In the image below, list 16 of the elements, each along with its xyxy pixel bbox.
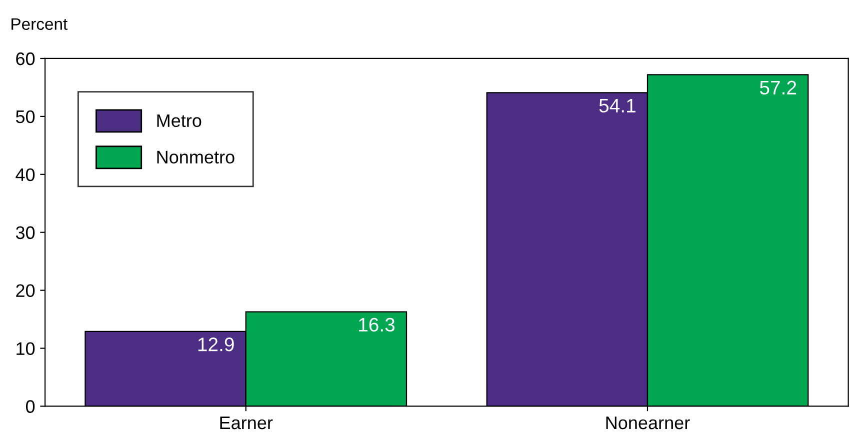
y-tick-label: 60 [16,52,35,66]
y-tick-label: 0 [26,400,35,413]
y-axis-title: Percent [12,18,68,30]
data-label: 16.3 [359,318,395,332]
y-tick-label: 30 [16,226,35,240]
y-tick-label: 40 [16,168,35,182]
data-label: 54.1 [599,98,636,113]
x-tick-label: Earner [220,416,273,430]
data-label: 57.2 [760,80,796,95]
y-tick-label: 20 [16,284,35,298]
data-label: 12.9 [198,338,234,352]
x-tick-label: Nonearner [606,416,690,430]
legend-label: Nonmetro [157,150,234,164]
legend-label: Metro [157,114,202,128]
y-tick-label: 50 [16,110,35,124]
y-tick-label: 10 [16,342,35,355]
